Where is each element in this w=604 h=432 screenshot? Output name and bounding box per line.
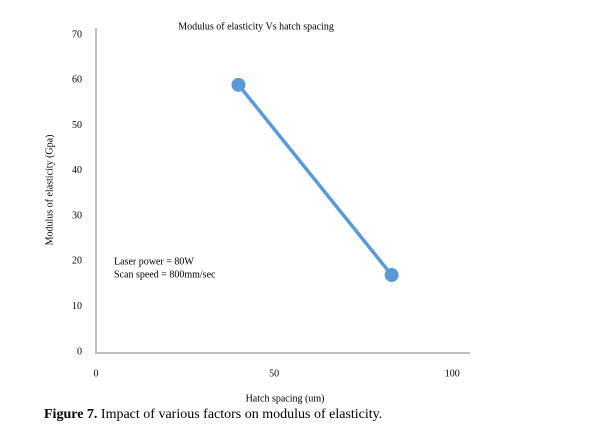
y-tick-label: 70	[72, 29, 82, 40]
y-tick-label: 50	[72, 120, 82, 131]
point	[384, 268, 399, 283]
y-tick-label: 0	[77, 346, 82, 357]
x-tick-label: 100	[445, 368, 460, 379]
caption: Figure 7. Impact of various factors on m…	[44, 407, 382, 422]
caption-text: Impact of various factors on modulus of …	[101, 407, 382, 422]
y-axis-label: Modulus of elasticity (Gpa)	[44, 135, 55, 246]
chart-title: Modulus of elasticity Vs hatch spacing	[178, 21, 334, 32]
annotation: Scan speed = 800mm/sec	[114, 269, 216, 280]
x-tick-label: 0	[94, 368, 99, 379]
point	[231, 77, 246, 92]
annotation: Laser power = 80W	[114, 256, 194, 267]
y-tick-label: 20	[72, 256, 82, 267]
y-tick-label: 10	[72, 301, 82, 312]
y-tick-label: 30	[72, 210, 82, 221]
line	[237, 83, 394, 277]
y-tick-label: 40	[72, 165, 82, 176]
caption-label: Figure 7.	[44, 407, 97, 422]
x-axis-label: Hatch spacing (um)	[246, 393, 325, 404]
y-tick-label: 60	[72, 75, 82, 86]
x-tick-label: 50	[269, 368, 279, 379]
